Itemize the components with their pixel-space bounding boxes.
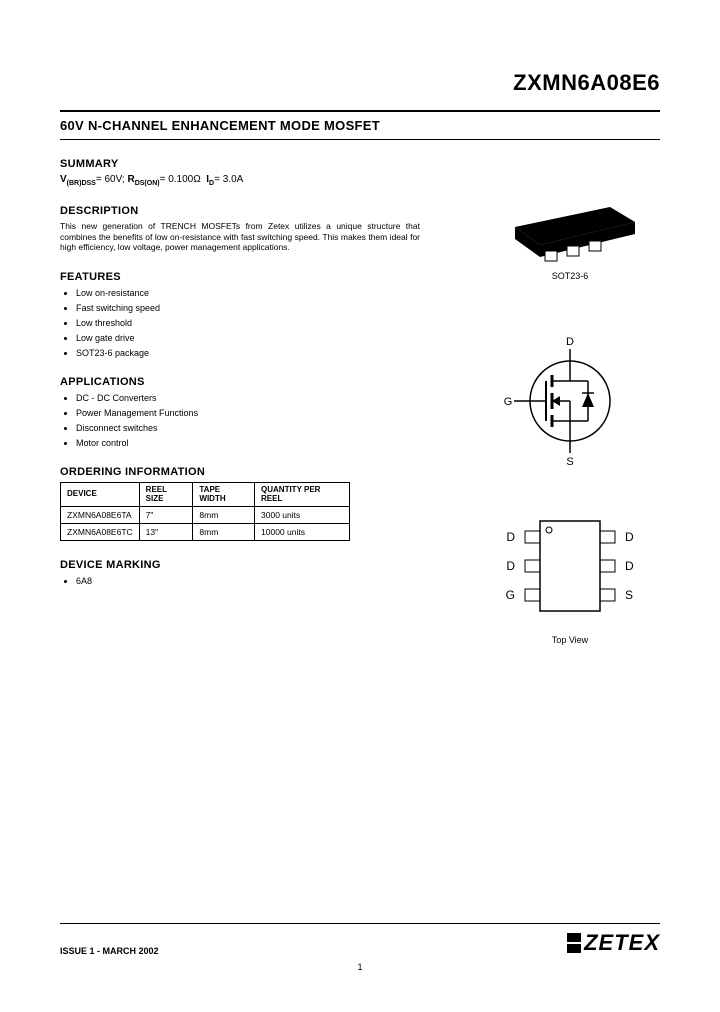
symbol-g-label: G xyxy=(504,396,513,408)
table-header: QUANTITY PER REEL xyxy=(255,482,350,507)
vbrdss-val: = 60V; xyxy=(96,174,125,185)
table-header: TAPE WIDTH xyxy=(193,482,255,507)
ordering-table: DEVICE REEL SIZE TAPE WIDTH QUANTITY PER… xyxy=(60,482,350,542)
vbrdss-sub: (BR)DSS xyxy=(67,180,96,187)
table-cell: ZXMN6A08E6TA xyxy=(61,507,140,524)
pin-label: D xyxy=(506,530,515,544)
rule-under-title xyxy=(60,139,660,140)
table-cell: 8mm xyxy=(193,524,255,541)
summary-line: V(BR)DSS= 60V; RDS(ON)= 0.100Ω ID= 3.0A xyxy=(60,174,660,187)
zetex-logo: ZETEX xyxy=(567,930,660,956)
description-text: This new generation of TRENCH MOSFETs fr… xyxy=(60,221,420,253)
marking-list: 6A8 xyxy=(60,576,460,586)
list-item: Motor control xyxy=(76,438,460,448)
summary-heading: SUMMARY xyxy=(60,158,660,170)
table-cell: 10000 units xyxy=(255,524,350,541)
table-row: ZXMN6A08E6TA 7" 8mm 3000 units xyxy=(61,507,350,524)
list-item: Low gate drive xyxy=(76,333,460,343)
issue-text: ISSUE 1 - MARCH 2002 xyxy=(60,946,159,956)
footer: ISSUE 1 - MARCH 2002 ZETEX 1 xyxy=(60,923,660,972)
list-item: DC - DC Converters xyxy=(76,393,460,403)
features-list: Low on-resistance Fast switching speed L… xyxy=(60,288,460,358)
rdson-sub: DS(ON) xyxy=(135,180,160,187)
applications-heading: APPLICATIONS xyxy=(60,376,460,388)
table-cell: 3000 units xyxy=(255,507,350,524)
list-item: Fast switching speed xyxy=(76,303,460,313)
ordering-heading: ORDERING INFORMATION xyxy=(60,466,460,478)
features-heading: FEATURES xyxy=(60,271,460,283)
pinout-icon: D D G D D S xyxy=(495,511,645,631)
table-row: ZXMN6A08E6TC 13" 8mm 10000 units xyxy=(61,524,350,541)
list-item: Low on-resistance xyxy=(76,288,460,298)
description-heading: DESCRIPTION xyxy=(60,205,460,217)
rdson-label: R xyxy=(127,174,134,185)
table-cell: 8mm xyxy=(193,507,255,524)
table-header: DEVICE xyxy=(61,482,140,507)
pinout-caption: Top View xyxy=(552,635,588,645)
pin-label: D xyxy=(625,559,634,573)
marking-heading: DEVICE MARKING xyxy=(60,559,460,571)
page-title: 60V N-CHANNEL ENHANCEMENT MODE MOSFET xyxy=(60,118,660,133)
pin-label: S xyxy=(625,588,633,602)
list-item: SOT23-6 package xyxy=(76,348,460,358)
table-header-row: DEVICE REEL SIZE TAPE WIDTH QUANTITY PER… xyxy=(61,482,350,507)
applications-list: DC - DC Converters Power Management Func… xyxy=(60,393,460,448)
symbol-d-label: D xyxy=(566,336,574,348)
zetex-logo-text: ZETEX xyxy=(584,930,660,956)
mosfet-symbol-icon: D G S xyxy=(500,331,640,471)
table-cell: 13" xyxy=(139,524,193,541)
package-icon xyxy=(495,197,645,267)
list-item: 6A8 xyxy=(76,576,460,586)
list-item: Power Management Functions xyxy=(76,408,460,418)
table-cell: ZXMN6A08E6TC xyxy=(61,524,140,541)
zetex-logo-icon xyxy=(567,933,581,953)
pin-label: D xyxy=(625,530,634,544)
list-item: Low threshold xyxy=(76,318,460,328)
id-val: = 3.0A xyxy=(214,174,243,185)
table-header: REEL SIZE xyxy=(139,482,193,507)
list-item: Disconnect switches xyxy=(76,423,460,433)
package-caption: SOT23-6 xyxy=(552,271,589,281)
table-cell: 7" xyxy=(139,507,193,524)
footer-rule xyxy=(60,923,660,924)
rule-top xyxy=(60,110,660,112)
symbol-s-label: S xyxy=(566,456,573,468)
pin-label: G xyxy=(506,588,515,602)
page-number: 1 xyxy=(60,962,660,972)
vbrdss-label: V xyxy=(60,174,67,185)
pin-label: D xyxy=(506,559,515,573)
rdson-val: = 0.100Ω xyxy=(160,174,201,185)
part-number: ZXMN6A08E6 xyxy=(60,70,660,96)
